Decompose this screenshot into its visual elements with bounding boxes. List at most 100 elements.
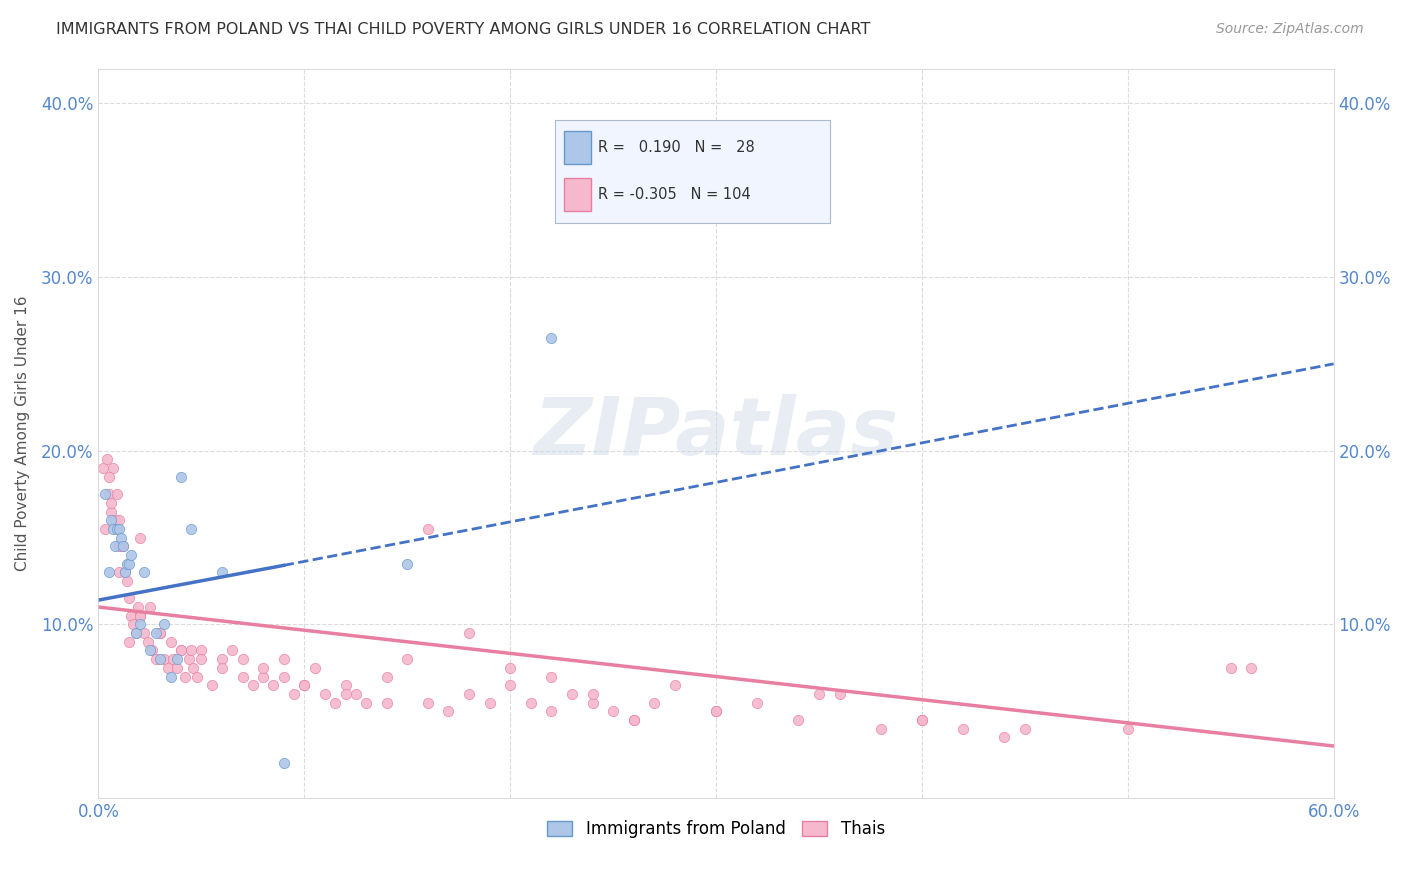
Point bbox=[252, 669, 274, 683]
Point bbox=[211, 566, 233, 580]
Point bbox=[100, 504, 122, 518]
Point bbox=[180, 522, 202, 536]
Point bbox=[181, 661, 204, 675]
Point bbox=[242, 678, 264, 692]
Point bbox=[139, 600, 162, 615]
Point bbox=[117, 557, 139, 571]
Point bbox=[704, 704, 727, 718]
Point bbox=[117, 574, 139, 588]
Point bbox=[416, 522, 439, 536]
Point bbox=[157, 661, 180, 675]
Point bbox=[110, 539, 132, 553]
Point bbox=[132, 566, 155, 580]
Point bbox=[1219, 661, 1241, 675]
Point bbox=[344, 687, 367, 701]
Point bbox=[807, 687, 830, 701]
Point bbox=[128, 608, 150, 623]
Point bbox=[602, 704, 624, 718]
Point bbox=[139, 643, 162, 657]
Point bbox=[159, 669, 181, 683]
Point bbox=[211, 661, 233, 675]
Point bbox=[335, 678, 357, 692]
Point bbox=[561, 687, 583, 701]
Point bbox=[153, 617, 176, 632]
Point bbox=[149, 626, 172, 640]
Point bbox=[112, 539, 135, 553]
Point bbox=[101, 461, 124, 475]
Point bbox=[911, 713, 934, 727]
Point bbox=[170, 643, 193, 657]
Point bbox=[190, 643, 212, 657]
Point bbox=[180, 643, 202, 657]
Point bbox=[105, 522, 128, 536]
Point bbox=[128, 617, 150, 632]
Point bbox=[136, 634, 159, 648]
Point bbox=[108, 513, 131, 527]
Point bbox=[93, 487, 115, 501]
Point bbox=[104, 539, 127, 553]
Point bbox=[108, 522, 131, 536]
Point bbox=[145, 652, 167, 666]
Point bbox=[124, 626, 146, 640]
Point bbox=[118, 591, 141, 606]
Point bbox=[108, 539, 131, 553]
Point bbox=[252, 661, 274, 675]
Point bbox=[458, 687, 481, 701]
Point bbox=[120, 608, 142, 623]
Point bbox=[124, 626, 146, 640]
Point bbox=[112, 539, 135, 553]
Point bbox=[149, 626, 172, 640]
Point bbox=[911, 713, 934, 727]
Point bbox=[221, 643, 243, 657]
Point bbox=[177, 652, 200, 666]
Point bbox=[170, 469, 193, 483]
Point bbox=[704, 704, 727, 718]
Point bbox=[273, 652, 295, 666]
Point bbox=[1240, 661, 1263, 675]
Point bbox=[114, 566, 136, 580]
Point bbox=[354, 696, 377, 710]
Point bbox=[458, 626, 481, 640]
Point bbox=[108, 566, 131, 580]
Point bbox=[100, 496, 122, 510]
Point bbox=[170, 643, 193, 657]
Bar bbox=[564, 178, 591, 211]
Point bbox=[100, 513, 122, 527]
Point bbox=[145, 626, 167, 640]
Text: R = -0.305   N = 104: R = -0.305 N = 104 bbox=[598, 186, 751, 202]
Point bbox=[283, 687, 305, 701]
Point bbox=[416, 696, 439, 710]
Point bbox=[93, 522, 115, 536]
Point bbox=[97, 487, 120, 501]
Point bbox=[104, 513, 127, 527]
Point bbox=[375, 669, 398, 683]
Point bbox=[292, 678, 315, 692]
Point bbox=[128, 531, 150, 545]
Point bbox=[396, 557, 419, 571]
Point bbox=[153, 652, 176, 666]
Point bbox=[105, 487, 128, 501]
Text: R =   0.190   N =   28: R = 0.190 N = 28 bbox=[598, 139, 755, 154]
Point bbox=[122, 617, 145, 632]
Point bbox=[375, 696, 398, 710]
Point bbox=[166, 661, 188, 675]
Bar bbox=[564, 130, 591, 163]
Point bbox=[273, 756, 295, 771]
Point bbox=[520, 696, 543, 710]
Point bbox=[110, 531, 132, 545]
Point bbox=[159, 634, 181, 648]
Point bbox=[101, 522, 124, 536]
Point bbox=[869, 722, 891, 736]
Point bbox=[97, 566, 120, 580]
Point bbox=[952, 722, 974, 736]
Point bbox=[118, 634, 141, 648]
Point bbox=[1014, 722, 1036, 736]
Point bbox=[128, 608, 150, 623]
Text: IMMIGRANTS FROM POLAND VS THAI CHILD POVERTY AMONG GIRLS UNDER 16 CORRELATION CH: IMMIGRANTS FROM POLAND VS THAI CHILD POV… bbox=[56, 22, 870, 37]
Text: ZIPatlas: ZIPatlas bbox=[533, 394, 898, 473]
Point bbox=[323, 696, 346, 710]
Point bbox=[96, 452, 118, 467]
Point bbox=[166, 652, 188, 666]
Point bbox=[499, 661, 522, 675]
Point bbox=[581, 696, 603, 710]
